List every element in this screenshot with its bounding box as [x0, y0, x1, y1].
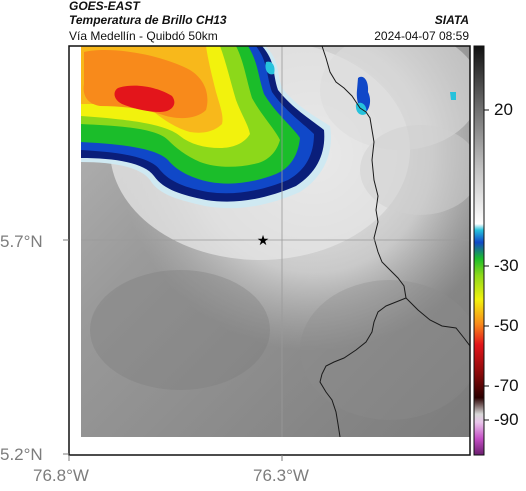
- lon-label-76-8: 76.8°W: [33, 466, 89, 485]
- axis-ticks: [63, 239, 283, 461]
- timestamp-label: 2024-04-07 08:59: [374, 29, 469, 43]
- product-title: Temperatura de Brillo CH13: [69, 13, 227, 27]
- satellite-image: [81, 46, 470, 437]
- source-label: SIATA: [434, 13, 469, 27]
- colorbar: [473, 45, 489, 456]
- star-marker-icon: ★: [257, 233, 270, 249]
- colorbar-tick-minus-70: -70: [494, 376, 519, 395]
- colorbar-tick-20: 20: [494, 100, 513, 119]
- admin-boundaries: [319, 46, 470, 437]
- colorbar-tick-minus-50: -50: [494, 316, 519, 335]
- graticule: [81, 46, 470, 437]
- route-subtitle: Vía Medellín - Quibdó 50km: [69, 29, 218, 43]
- lat-label-5-7: 5.7°N: [0, 232, 43, 251]
- satellite-title: GOES-EAST: [69, 0, 140, 13]
- lon-label-76-3: 76.3°W: [253, 466, 309, 485]
- colorbar-tick-minus-90: -90: [494, 410, 519, 429]
- lat-label-5-2: 5.2°N: [0, 445, 43, 464]
- map-frame: [68, 45, 471, 456]
- convective-cloud: [81, 46, 331, 209]
- colorbar-tick-minus-30: -30: [494, 256, 519, 275]
